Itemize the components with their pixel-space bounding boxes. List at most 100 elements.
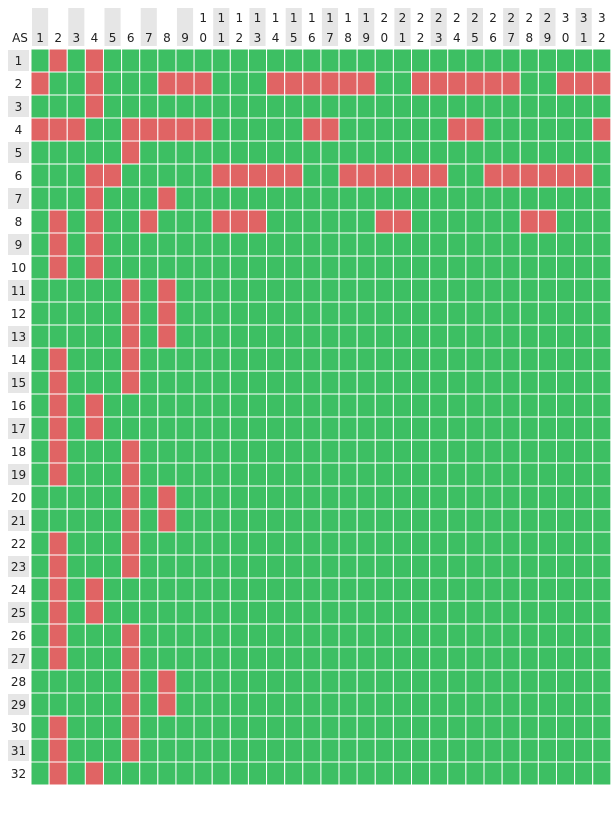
heatmap-cell-red	[84, 186, 104, 211]
heatmap-cell-green	[175, 462, 195, 487]
heatmap-cell-green	[392, 370, 413, 395]
heatmap-cell-green	[411, 554, 431, 579]
heatmap-cell-green	[519, 554, 539, 579]
heatmap-cell-red	[48, 347, 68, 372]
heatmap-cell-green	[157, 393, 177, 418]
row-label: 1	[15, 54, 23, 68]
heatmap-cell-green	[429, 209, 449, 234]
heatmap-cell-green	[157, 554, 177, 579]
heatmap-cell-red	[338, 71, 358, 96]
heatmap-cell-green	[175, 531, 195, 556]
heatmap-cell-green	[356, 761, 376, 786]
heatmap-cell-green	[66, 485, 86, 510]
heatmap-cell-green	[519, 485, 539, 510]
heatmap-cell-green	[338, 577, 358, 602]
heatmap-cell-green	[139, 255, 159, 280]
column-header-background	[104, 8, 121, 46]
heatmap-cell-green	[392, 416, 413, 441]
heatmap-cell-green	[139, 71, 159, 96]
column-header-background	[68, 8, 85, 46]
heatmap-cell-green	[447, 669, 467, 694]
heatmap-cell-green	[411, 140, 431, 165]
heatmap-cell-green	[48, 508, 68, 533]
heatmap-cell-green	[320, 347, 340, 372]
heatmap-cell-green	[374, 393, 394, 418]
heatmap-cell-green	[84, 278, 104, 303]
heatmap-cell-green	[429, 370, 449, 395]
heatmap-cell-green	[465, 186, 485, 211]
heatmap-cell-green	[356, 140, 376, 165]
heatmap-cell-green	[537, 370, 557, 395]
heatmap-cell-green	[411, 761, 431, 786]
heatmap-cell-green	[320, 462, 340, 487]
heatmap-cell-green	[555, 439, 576, 464]
row-header-background	[8, 50, 29, 71]
heatmap-cell-green	[157, 163, 177, 188]
heatmap-cell-green	[392, 462, 413, 487]
heatmap-cell-green	[30, 278, 50, 303]
heatmap-cell-red	[356, 163, 376, 188]
heatmap-cell-green	[211, 692, 231, 717]
row-label: 30	[11, 721, 26, 735]
heatmap-cell-green	[555, 577, 576, 602]
heatmap-cell-green	[175, 255, 195, 280]
heatmap-cell-green	[139, 48, 159, 73]
heatmap-cell-green	[338, 347, 358, 372]
heatmap-cell-green	[519, 71, 539, 96]
heatmap-cell-green	[465, 600, 485, 625]
heatmap-cell-green	[374, 761, 394, 786]
heatmap-cell-green	[66, 163, 86, 188]
heatmap-cell-green	[592, 646, 612, 671]
heatmap-cell-green	[284, 439, 304, 464]
heatmap-cell-red	[247, 163, 268, 188]
heatmap-cell-green	[247, 715, 268, 740]
heatmap-cell-green	[139, 324, 159, 349]
heatmap-cell-green	[592, 508, 612, 533]
heatmap-cell-green	[374, 301, 394, 326]
heatmap-cell-green	[555, 186, 576, 211]
heatmap-cell-green	[30, 186, 50, 211]
heatmap-cell-green	[447, 439, 467, 464]
heatmap-cell-green	[211, 186, 231, 211]
heatmap-cell-green	[211, 738, 231, 763]
heatmap-cell-green	[411, 692, 431, 717]
heatmap-cell-green	[537, 761, 557, 786]
heatmap-cell-green	[229, 278, 249, 303]
heatmap-cell-green	[519, 393, 539, 418]
heatmap-cell-green	[356, 232, 376, 257]
heatmap-cell-green	[374, 531, 394, 556]
heatmap-cell-green	[175, 94, 195, 119]
heatmap-cell-green	[392, 117, 413, 142]
heatmap-cell-green	[574, 600, 594, 625]
row-label: 14	[11, 353, 26, 367]
heatmap-cell-green	[102, 439, 123, 464]
heatmap-cell-green	[429, 623, 449, 648]
heatmap-cell-green	[84, 117, 104, 142]
heatmap-cell-green	[211, 761, 231, 786]
heatmap-cell-green	[30, 416, 50, 441]
heatmap-cell-green	[392, 255, 413, 280]
heatmap-cell-green	[30, 623, 50, 648]
heatmap-cell-green	[411, 255, 431, 280]
heatmap-cell-green	[229, 577, 249, 602]
heatmap-cell-green	[30, 255, 50, 280]
heatmap-cell-green	[429, 278, 449, 303]
heatmap-cell-green	[84, 715, 104, 740]
heatmap-cell-green	[592, 278, 612, 303]
heatmap-cell-green	[302, 485, 322, 510]
heatmap-cell-green	[193, 600, 213, 625]
column-header: 7	[140, 8, 157, 46]
heatmap-cell-green	[175, 439, 195, 464]
heatmap-cell-green	[247, 623, 268, 648]
heatmap-cell-green	[392, 485, 413, 510]
heatmap-cell-green	[429, 140, 449, 165]
heatmap-cell-green	[555, 48, 576, 73]
heatmap-cell-green	[211, 577, 231, 602]
heatmap-cell-green	[30, 554, 50, 579]
heatmap-cell-green	[338, 600, 358, 625]
row-label: 16	[11, 399, 26, 413]
heatmap-cell-green	[102, 232, 123, 257]
